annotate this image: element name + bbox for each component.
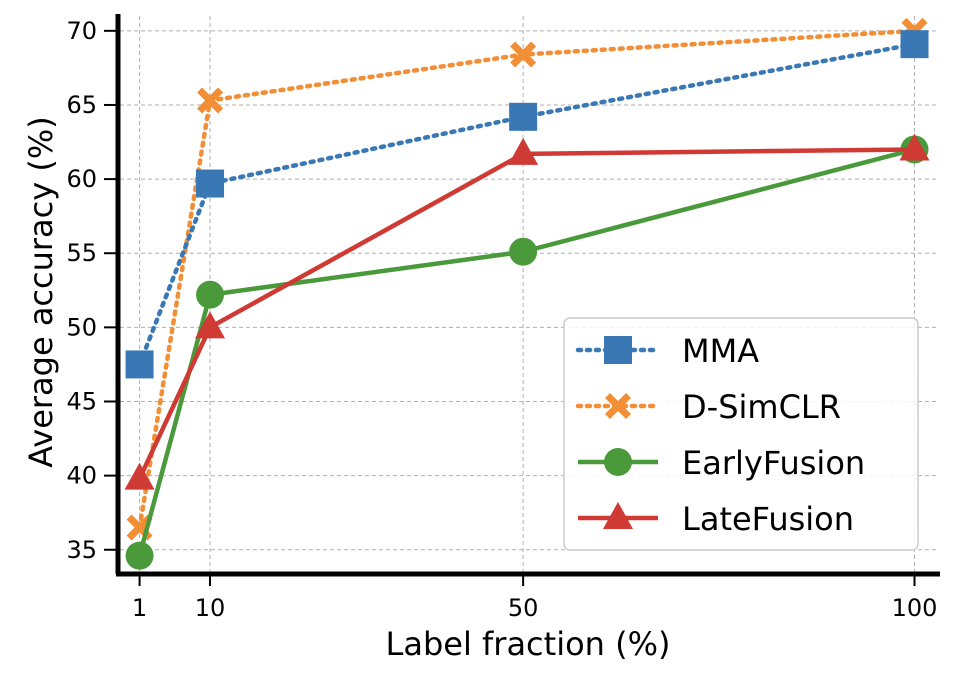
data-point bbox=[196, 169, 225, 198]
data-point bbox=[508, 137, 539, 165]
x-axis-title: Label fraction (%) bbox=[386, 625, 671, 663]
series-line bbox=[137, 41, 917, 367]
data-point bbox=[124, 462, 155, 490]
y-tick-label: 55 bbox=[66, 239, 97, 267]
ticks: 1 10 50 100 35 40 45 50 55 60 65 70 bbox=[66, 17, 937, 622]
data-point bbox=[509, 102, 538, 131]
data-point bbox=[125, 350, 154, 379]
data-point bbox=[196, 280, 225, 309]
x-tick-label: 1 bbox=[132, 594, 147, 622]
data-point bbox=[900, 30, 929, 59]
legend-item-earlyfusion: EarlyFusion bbox=[578, 444, 865, 482]
data-point bbox=[195, 311, 226, 339]
legend-marker bbox=[604, 448, 632, 476]
x-tick-label: 10 bbox=[195, 594, 226, 622]
series-line bbox=[137, 28, 917, 530]
legend-label: EarlyFusion bbox=[682, 444, 865, 482]
x-tick-label: 100 bbox=[892, 594, 938, 622]
legend-item-mma: MMA bbox=[575, 332, 759, 370]
data-point bbox=[125, 541, 154, 570]
legend-label: MMA bbox=[682, 332, 759, 370]
legend-frame bbox=[563, 317, 919, 551]
legend-label: LateFusion bbox=[682, 500, 854, 538]
legend-item-latefusion: LateFusion bbox=[578, 500, 854, 538]
legend-marker bbox=[604, 336, 632, 364]
y-tick-label: 60 bbox=[66, 165, 97, 193]
y-tick-label: 65 bbox=[66, 91, 97, 119]
x-tick-label: 50 bbox=[508, 594, 539, 622]
y-tick-label: 50 bbox=[66, 313, 97, 341]
y-tick-label: 70 bbox=[66, 17, 97, 45]
data-point bbox=[197, 87, 224, 114]
series-earlyfusion bbox=[125, 135, 929, 570]
legend-item-d-simclr: D-SimCLR bbox=[575, 388, 841, 426]
series-latefusion bbox=[124, 133, 930, 490]
legend: MMA D-SimCLR EarlyFusion LateFusion bbox=[563, 317, 919, 551]
legend-marker bbox=[603, 502, 633, 529]
axes bbox=[115, 14, 940, 577]
data-point bbox=[509, 237, 538, 266]
series-mma bbox=[125, 30, 929, 379]
y-tick-label: 40 bbox=[66, 462, 97, 490]
legend-label: D-SimCLR bbox=[682, 388, 841, 426]
y-axis-title: Average accuracy (%) bbox=[22, 116, 60, 468]
series-line bbox=[137, 147, 916, 557]
series-line bbox=[137, 147, 915, 480]
data-point bbox=[510, 41, 537, 68]
y-tick-label: 35 bbox=[66, 536, 97, 564]
y-tick-label: 45 bbox=[66, 387, 97, 415]
data-point bbox=[899, 133, 930, 161]
series-layer bbox=[124, 17, 930, 570]
legend-marker bbox=[605, 393, 631, 419]
